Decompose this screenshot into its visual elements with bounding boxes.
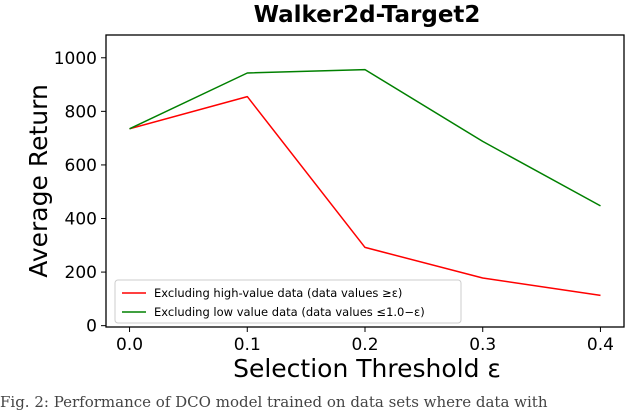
x-tick-label: 0.3 — [469, 335, 496, 355]
y-tick-label: 800 — [65, 102, 97, 122]
y-tick-label: 1000 — [54, 49, 97, 69]
x-tick-label: 0.2 — [351, 335, 378, 355]
legend-label-low-value: Excluding low value data (data values ≤1… — [154, 305, 425, 319]
y-tick-label: 400 — [65, 210, 97, 230]
x-tick-label: 0.1 — [234, 335, 261, 355]
x-tick-label: 0.0 — [116, 335, 143, 355]
chart-title: Walker2d-Target2 — [254, 2, 481, 28]
legend: Excluding high-value data (data values ≥… — [114, 279, 462, 324]
legend-box — [114, 279, 462, 324]
y-tick-label: 0 — [86, 317, 97, 337]
series-line-high-value — [129, 95, 601, 297]
legend-label-high-value: Excluding high-value data (data values ≥… — [154, 286, 402, 300]
y-axis-ticks: 0 200 400 600 800 1000 — [54, 49, 106, 337]
figure-caption: Fig. 2: Performance of DCO model trained… — [0, 393, 548, 411]
x-axis-label: Selection Threshold ε — [233, 354, 501, 383]
y-tick-label: 200 — [65, 263, 97, 283]
x-axis-ticks: 0.0 0.1 0.2 0.3 0.4 — [116, 327, 614, 355]
series-line-low-value — [129, 68, 601, 207]
x-tick-label: 0.4 — [587, 335, 614, 355]
series-lines — [129, 68, 601, 297]
y-tick-label: 600 — [65, 156, 97, 176]
y-axis-label: Average Return — [24, 84, 53, 278]
